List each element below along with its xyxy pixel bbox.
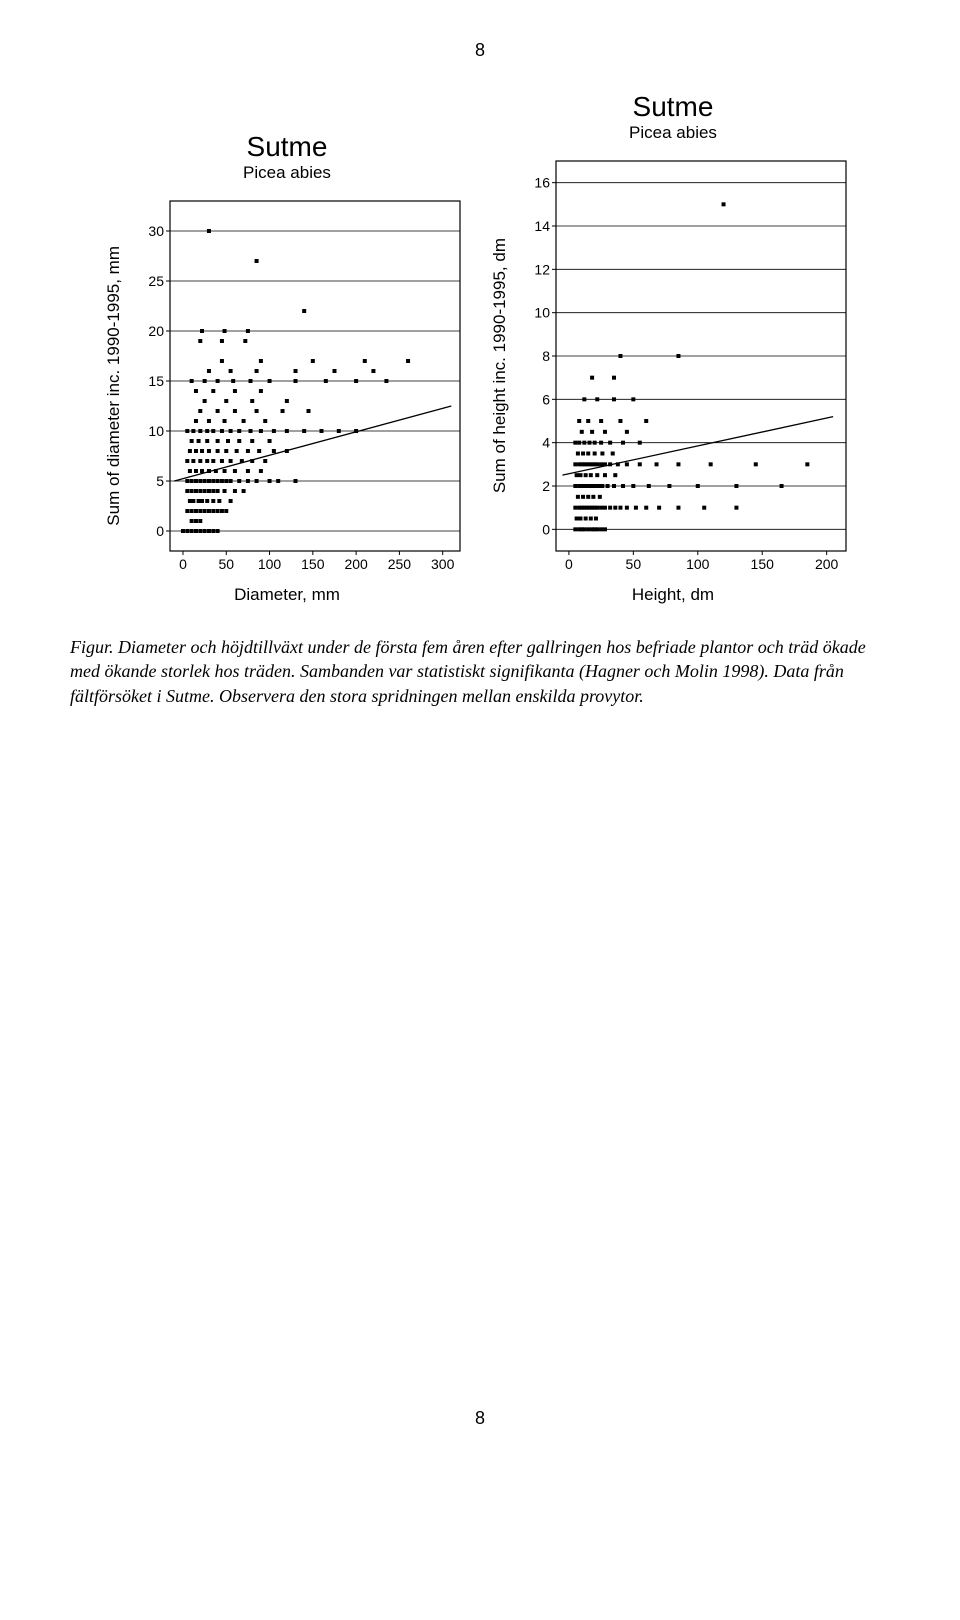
chart-left-plot: 051015202530050100150200250300 xyxy=(130,191,470,581)
svg-text:0: 0 xyxy=(156,523,164,539)
figure-caption: Figur. Diameter och höjdtillväxt under d… xyxy=(70,635,890,708)
svg-text:25: 25 xyxy=(148,273,164,289)
svg-text:2: 2 xyxy=(542,478,550,494)
chart-right: Sutme Picea abies Sum of height inc. 199… xyxy=(490,91,856,605)
chart-right-title: Sutme xyxy=(633,91,714,123)
chart-right-ylabel: Sum of height inc. 1990-1995, dm xyxy=(490,238,510,493)
chart-left-title: Sutme xyxy=(247,131,328,163)
svg-text:14: 14 xyxy=(534,218,550,234)
svg-text:0: 0 xyxy=(179,556,187,572)
svg-text:100: 100 xyxy=(258,556,282,572)
svg-text:12: 12 xyxy=(534,261,550,277)
svg-text:0: 0 xyxy=(565,556,573,572)
chart-right-plot: 0 2 4 6 8 10 12 14 16 0 50 100 150 200 xyxy=(516,151,856,581)
svg-text:10: 10 xyxy=(534,305,550,321)
svg-text:15: 15 xyxy=(148,373,164,389)
svg-text:100: 100 xyxy=(686,556,710,572)
svg-text:200: 200 xyxy=(344,556,368,572)
chart-left-xlabel: Diameter, mm xyxy=(234,585,340,605)
charts-container: Sutme Picea abies Sum of diameter inc. 1… xyxy=(60,91,900,605)
svg-text:30: 30 xyxy=(148,223,164,239)
svg-text:150: 150 xyxy=(751,556,775,572)
svg-text:300: 300 xyxy=(431,556,455,572)
svg-text:150: 150 xyxy=(301,556,325,572)
svg-text:0: 0 xyxy=(542,521,550,537)
chart-left-subtitle: Picea abies xyxy=(243,163,331,183)
svg-text:10: 10 xyxy=(148,423,164,439)
chart-left-ylabel: Sum of diameter inc. 1990-1995, mm xyxy=(104,246,124,526)
page-number-top: 8 xyxy=(60,40,900,61)
svg-text:20: 20 xyxy=(148,323,164,339)
chart-left: Sutme Picea abies Sum of diameter inc. 1… xyxy=(104,131,470,605)
chart-right-xlabel: Height, dm xyxy=(632,585,714,605)
svg-text:250: 250 xyxy=(388,556,412,572)
svg-text:200: 200 xyxy=(815,556,839,572)
svg-text:5: 5 xyxy=(156,473,164,489)
svg-text:6: 6 xyxy=(542,391,550,407)
svg-text:8: 8 xyxy=(542,348,550,364)
svg-text:50: 50 xyxy=(218,556,234,572)
svg-text:16: 16 xyxy=(534,175,550,191)
chart-right-subtitle: Picea abies xyxy=(629,123,717,143)
svg-text:50: 50 xyxy=(626,556,642,572)
page-number-bottom: 8 xyxy=(60,1408,900,1429)
svg-text:4: 4 xyxy=(542,435,550,451)
